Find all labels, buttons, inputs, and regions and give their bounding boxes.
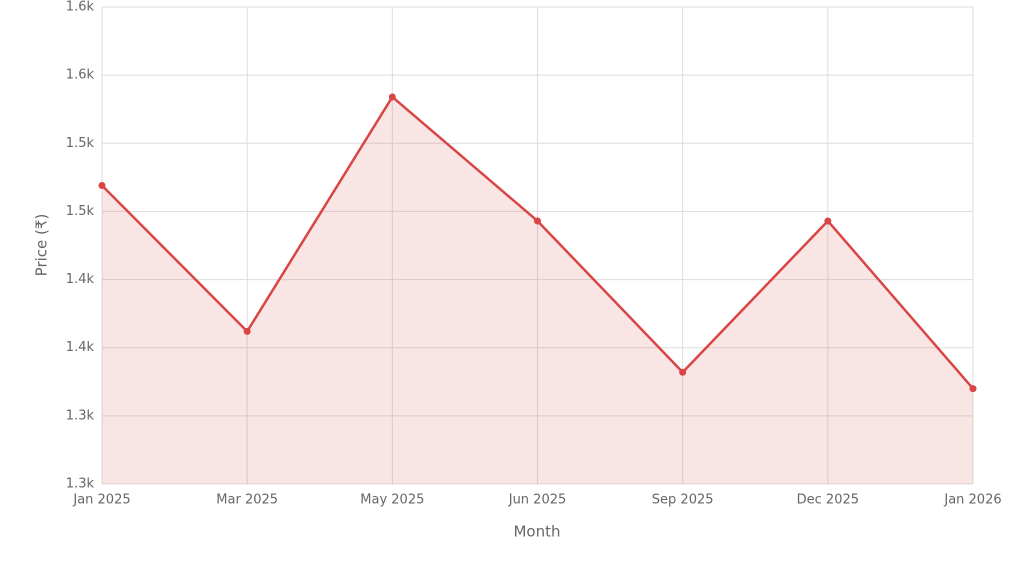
y-tick-label: 1.6k — [66, 68, 95, 83]
point — [534, 217, 541, 225]
y-tick-label: 1.5k — [66, 204, 95, 219]
x-tick-label: Mar 2025 — [216, 493, 278, 508]
x-tick-label: Jan 2026 — [943, 493, 1001, 508]
point — [388, 93, 396, 101]
y-tick-label: 1.3k — [66, 477, 95, 492]
y-tick-label: 1.6k — [66, 0, 95, 15]
x-axis-title: Month — [513, 523, 560, 541]
y-axis-title: Price (₹) — [33, 214, 51, 277]
point — [679, 368, 687, 376]
y-tick-label: 1.4k — [66, 340, 95, 355]
x-tick-label: Jan 2025 — [72, 493, 130, 508]
x-tick-label: Jun 2025 — [508, 493, 567, 508]
x-tick-label: May 2025 — [360, 493, 424, 508]
y-tick-label: 1.4k — [66, 272, 95, 287]
x-tick-label: Dec 2025 — [797, 493, 859, 508]
y-tick-label: 1.3k — [66, 408, 95, 423]
point — [98, 182, 106, 190]
point — [969, 385, 977, 393]
point — [824, 217, 832, 225]
y-tick-label: 1.5k — [66, 136, 95, 151]
x-tick-label: Sep 2025 — [652, 493, 714, 508]
point — [243, 327, 251, 335]
area-fill — [102, 96, 973, 484]
